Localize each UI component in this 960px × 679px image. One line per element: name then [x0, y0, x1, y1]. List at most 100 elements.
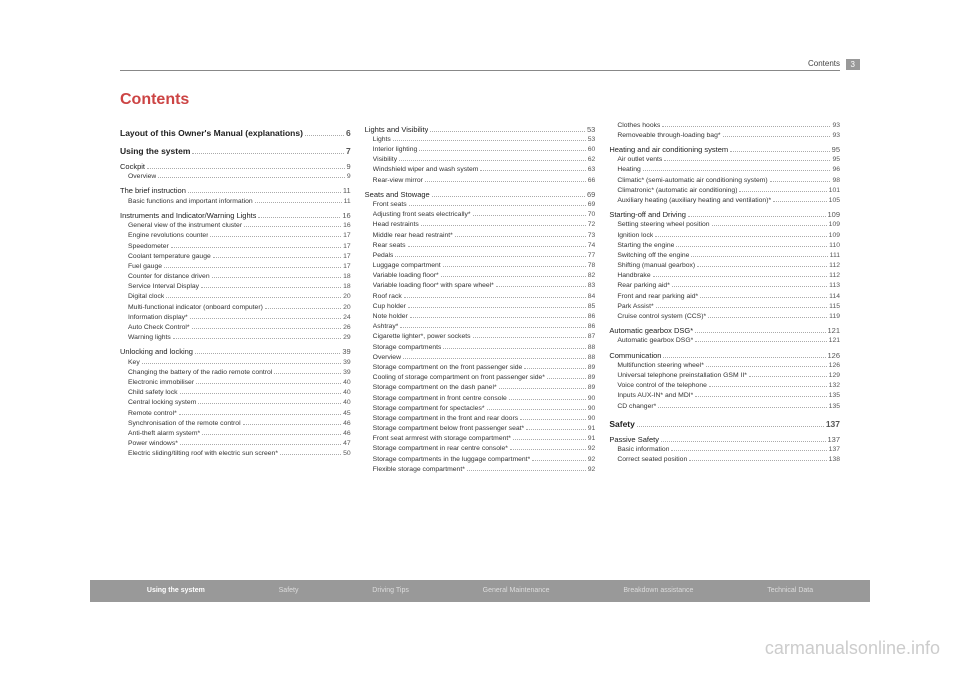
toc-item: Ashtray*86 [365, 322, 596, 332]
toc-item: Storage compartment for spectacles*90 [365, 404, 596, 414]
toc-item: Heating96 [609, 165, 840, 175]
toc-column-2: Lights and Visibility53Lights53Interior … [365, 121, 596, 476]
toc-item: Switching off the engine111 [609, 251, 840, 261]
toc-item: Windshield wiper and wash system63 [365, 165, 596, 175]
toc-item: Basic information137 [609, 445, 840, 455]
toc-item: CD changer*135 [609, 402, 840, 412]
toc-item: Auto Check Control*26 [120, 323, 351, 333]
page-title: Contents [120, 91, 840, 109]
toc-item: Warning lights29 [120, 333, 351, 343]
toc-item: Head restraints72 [365, 220, 596, 230]
toc-item: Digital clock20 [120, 292, 351, 302]
toc-subsection: Communication126 [609, 350, 840, 361]
footer-tab: Breakdown assistance [623, 587, 693, 594]
toc-item: Lights53 [365, 135, 596, 145]
toc-column-3: Clothes hooks93Removeable through-loadin… [609, 121, 840, 476]
toc-item: Anti-theft alarm system*46 [120, 429, 351, 439]
toc-item: Universal telephone preinstallation GSM … [609, 371, 840, 381]
toc-item: Storage compartment below front passenge… [365, 424, 596, 434]
toc-item: Storage compartment on the front passeng… [365, 363, 596, 373]
footer-tab: Using the system [147, 587, 205, 594]
toc-subsection: Seats and Stowage69 [365, 189, 596, 200]
footer-tab: Technical Data [767, 587, 813, 594]
toc-item: Child safety lock40 [120, 388, 351, 398]
toc-item: Information display*24 [120, 313, 351, 323]
toc-item: Clothes hooks93 [609, 121, 840, 131]
toc-item: Visibility62 [365, 155, 596, 165]
toc-item: Starting the engine110 [609, 241, 840, 251]
toc-section: Safety137 [609, 418, 840, 431]
toc-item: Rear-view mirror66 [365, 176, 596, 186]
toc-item: Counter for distance driven18 [120, 272, 351, 282]
manual-page: Contents 3 Contents Layout of this Owner… [90, 70, 870, 610]
toc-item: Shifting (manual gearbox)112 [609, 261, 840, 271]
toc-item: Correct seated position138 [609, 455, 840, 465]
toc-subsection: Instruments and Indicator/Warning Lights… [120, 210, 351, 221]
toc-item: Handbrake112 [609, 271, 840, 281]
footer-tab: General Maintenance [483, 587, 550, 594]
toc-item: Ignition lock109 [609, 231, 840, 241]
toc-item: Voice control of the telephone132 [609, 381, 840, 391]
toc-item: Storage compartment in front centre cons… [365, 394, 596, 404]
toc-item: Note holder86 [365, 312, 596, 322]
toc-item: Key39 [120, 358, 351, 368]
toc-item: Front seats69 [365, 200, 596, 210]
header-label: Contents [808, 59, 840, 68]
toc-subsection: The brief instruction11 [120, 185, 351, 196]
toc-item: Service Interval Display18 [120, 282, 351, 292]
footer-tab: Safety [279, 587, 299, 594]
toc-item: Central locking system40 [120, 398, 351, 408]
toc-item: Park Assist*115 [609, 302, 840, 312]
toc-subsection: Unlocking and locking39 [120, 346, 351, 357]
toc-item: Storage compartment in the front and rea… [365, 414, 596, 424]
toc-item: Front and rear parking aid*114 [609, 292, 840, 302]
toc-columns: Layout of this Owner's Manual (explanati… [120, 121, 840, 476]
toc-item: Overview88 [365, 353, 596, 363]
toc-item: Multifunction steering wheel*126 [609, 361, 840, 371]
toc-subsection: Cockpit9 [120, 161, 351, 172]
toc-item: Multi-functional indicator (onboard comp… [120, 303, 351, 313]
toc-subsection: Automatic gearbox DSG*121 [609, 325, 840, 336]
footer-nav: Using the system Safety Driving Tips Genera… [90, 580, 870, 602]
toc-subsection: Passive Safety137 [609, 434, 840, 445]
toc-subsection: Heating and air conditioning system95 [609, 144, 840, 155]
toc-section: Using the system7 [120, 145, 351, 158]
toc-item: Automatic gearbox DSG*121 [609, 336, 840, 346]
toc-item: Rear parking aid*113 [609, 281, 840, 291]
toc-column-1: Layout of this Owner's Manual (explanati… [120, 121, 351, 476]
toc-item: Inputs AUX-IN* and MDI*135 [609, 391, 840, 401]
toc-item: Electric sliding/tilting roof with elect… [120, 449, 351, 459]
toc-item: Air outlet vents95 [609, 155, 840, 165]
toc-item: Climatic* (semi-automatic air conditioni… [609, 176, 840, 186]
toc-item: Cooling of storage compartment on front … [365, 373, 596, 383]
toc-item: Cruise control system (CCS)*119 [609, 312, 840, 322]
toc-item: Middle rear head restraint*73 [365, 231, 596, 241]
toc-item: Storage compartment in rear centre conso… [365, 444, 596, 454]
toc-item: Removeable through-loading bag*93 [609, 131, 840, 141]
toc-item: Rear seats74 [365, 241, 596, 251]
toc-item: Variable loading floor* with spare wheel… [365, 281, 596, 291]
toc-item: Storage compartments in the luggage comp… [365, 455, 596, 465]
toc-item: Engine revolutions counter17 [120, 231, 351, 241]
footer-tab: Driving Tips [372, 587, 409, 594]
toc-item: Interior lighting60 [365, 145, 596, 155]
toc-item: Cigarette lighter*, power sockets87 [365, 332, 596, 342]
header-rule: Contents 3 [120, 70, 840, 71]
toc-item: Roof rack84 [365, 292, 596, 302]
toc-item: Storage compartment on the dash panel*89 [365, 383, 596, 393]
watermark: carmanualsonline.info [765, 638, 940, 659]
toc-subsection: Starting-off and Driving109 [609, 209, 840, 220]
toc-item: Climatronic* (automatic air conditioning… [609, 186, 840, 196]
toc-item: Variable loading floor*82 [365, 271, 596, 281]
toc-item: Speedometer17 [120, 242, 351, 252]
toc-item: Setting steering wheel position109 [609, 220, 840, 230]
toc-subsection: Lights and Visibility53 [365, 124, 596, 135]
toc-item: Remote control*45 [120, 409, 351, 419]
toc-item: Power windows*47 [120, 439, 351, 449]
toc-item: Pedals77 [365, 251, 596, 261]
toc-item: Changing the battery of the radio remote… [120, 368, 351, 378]
toc-item: Adjusting front seats electrically*70 [365, 210, 596, 220]
toc-item: Fuel gauge17 [120, 262, 351, 272]
page-number-badge: 3 [846, 59, 860, 70]
toc-item: General view of the instrument cluster16 [120, 221, 351, 231]
